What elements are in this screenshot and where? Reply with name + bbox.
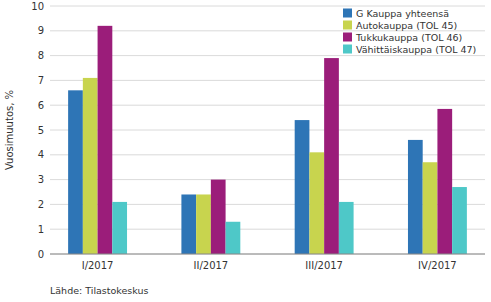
bar	[83, 78, 98, 254]
grid-line	[50, 254, 485, 255]
grid-line	[50, 80, 485, 81]
bar	[309, 152, 324, 254]
y-tick-label: 1	[38, 224, 44, 235]
bars	[68, 26, 467, 254]
y-tick-label: 4	[38, 149, 44, 160]
legend-label: Autokauppa (TOL 45)	[356, 20, 457, 31]
chart-container: 0 1 2 3 4 5 6 7 8 9 10 Vuosimuutos, % I/2017 II/2017 I…	[0, 0, 491, 302]
bar	[295, 120, 310, 254]
y-tick-label: 8	[38, 50, 44, 61]
bar	[68, 90, 83, 254]
legend-label: Vähittäiskauppa (TOL 47)	[356, 44, 476, 55]
y-tick-label: 2	[38, 199, 44, 210]
bar	[423, 162, 438, 254]
x-tick-label: II/2017	[194, 260, 229, 271]
legend-label: Tukkukauppa (TOL 46)	[355, 32, 462, 43]
legend: G Kauppa yhteensäAutokauppa (TOL 45)Tukk…	[343, 8, 476, 55]
bar	[181, 194, 196, 254]
x-tick-label: I/2017	[82, 260, 114, 271]
footnote: Lähde: Tilastokeskus	[50, 285, 149, 296]
y-tick-label: 7	[38, 75, 44, 86]
y-tick-label: 9	[38, 25, 44, 36]
bar	[408, 140, 423, 254]
x-axis-line	[50, 254, 485, 255]
y-tick-label: 6	[38, 100, 44, 111]
bar	[437, 109, 452, 254]
x-tick-label: IV/2017	[418, 260, 457, 271]
legend-swatch	[343, 33, 352, 42]
chart: 0 1 2 3 4 5 6 7 8 9 10 Vuosimuutos, % I/2017 II/2017 I…	[0, 0, 491, 302]
bar	[211, 180, 226, 254]
x-tick-label: III/2017	[305, 260, 343, 271]
grid-line	[50, 55, 485, 56]
y-tick-label: 0	[38, 249, 44, 260]
bar	[98, 26, 113, 254]
grid-line	[50, 130, 485, 131]
bar	[112, 202, 127, 254]
legend-label: G Kauppa yhteensä	[356, 8, 449, 19]
legend-swatch	[343, 45, 352, 54]
bar	[339, 202, 354, 254]
legend-swatch	[343, 9, 352, 18]
bar	[324, 58, 339, 254]
grid-line	[50, 105, 485, 106]
y-axis-label: Vuosimuutos, %	[4, 90, 15, 170]
bar	[226, 222, 241, 254]
grid-line	[50, 6, 485, 7]
y-tick-label: 3	[38, 174, 44, 185]
y-tick-label: 10	[31, 1, 44, 12]
bar	[452, 187, 467, 254]
legend-swatch	[343, 21, 352, 30]
y-tick-label: 5	[38, 125, 44, 136]
bar	[196, 194, 211, 254]
